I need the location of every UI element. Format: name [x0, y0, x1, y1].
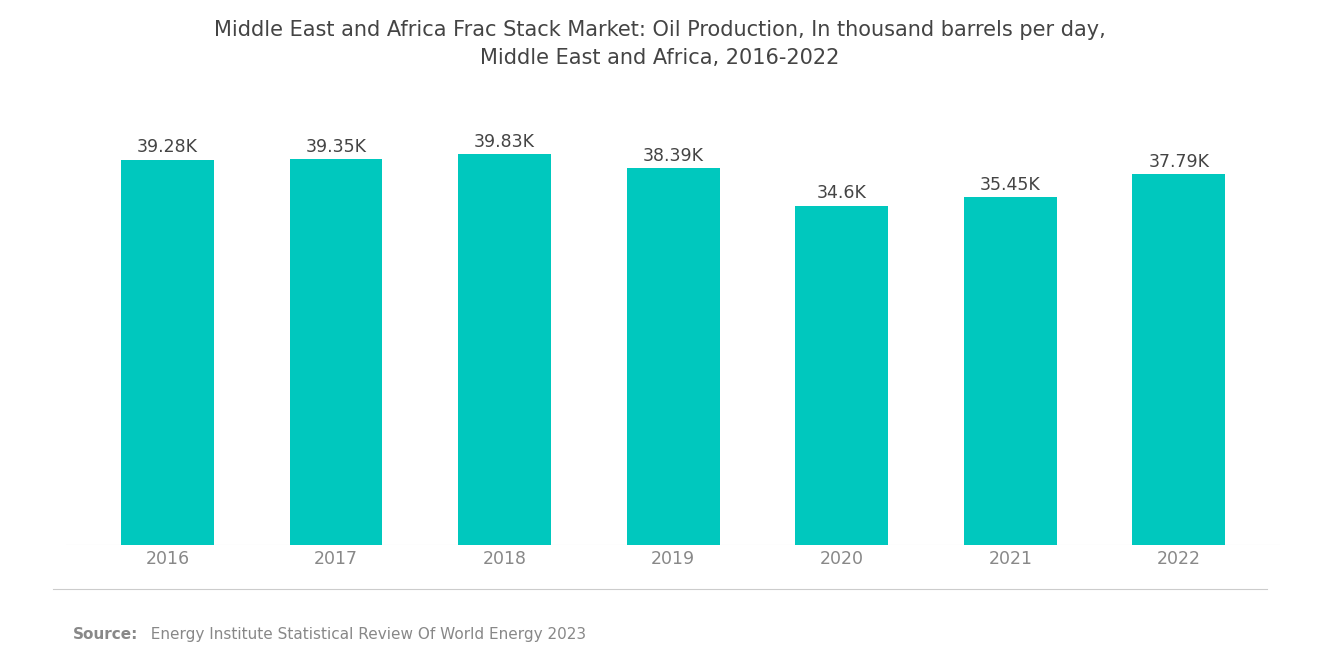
- Text: 39.28K: 39.28K: [137, 138, 198, 156]
- Bar: [964, 198, 1056, 545]
- Bar: [458, 154, 550, 545]
- Text: 34.6K: 34.6K: [817, 184, 867, 202]
- Bar: [796, 205, 888, 545]
- Bar: [1133, 174, 1225, 545]
- Bar: [121, 160, 214, 545]
- Text: 37.79K: 37.79K: [1148, 153, 1209, 171]
- Text: Energy Institute Statistical Review Of World Energy 2023: Energy Institute Statistical Review Of W…: [141, 626, 586, 642]
- Bar: [627, 168, 719, 545]
- Text: 35.45K: 35.45K: [979, 176, 1040, 194]
- Text: Source:: Source:: [73, 626, 139, 642]
- Text: Middle East and Africa Frac Stack Market: Oil Production, In thousand barrels pe: Middle East and Africa Frac Stack Market…: [214, 20, 1106, 68]
- Text: 39.35K: 39.35K: [306, 138, 367, 156]
- Bar: [290, 159, 383, 545]
- Text: 39.83K: 39.83K: [474, 133, 535, 151]
- Text: 38.39K: 38.39K: [643, 147, 704, 165]
